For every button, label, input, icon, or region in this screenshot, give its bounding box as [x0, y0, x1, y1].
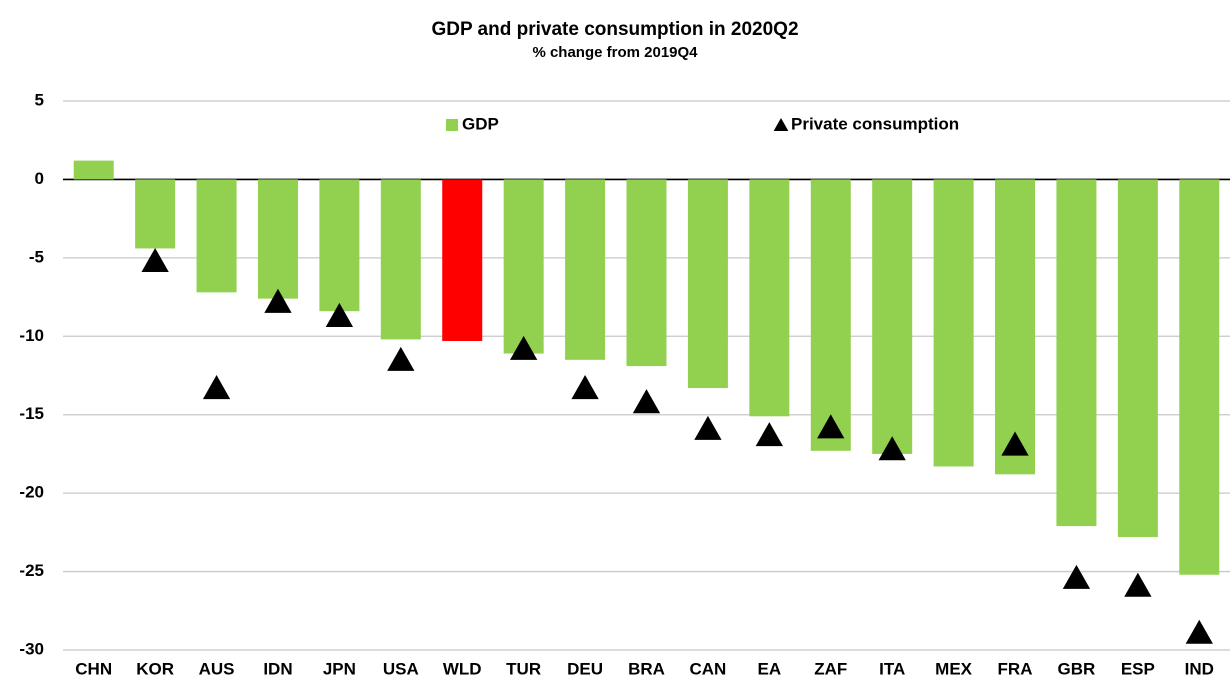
triangle-marker [202, 375, 231, 400]
bar [503, 179, 544, 354]
bar [319, 179, 360, 312]
x-tick-label: TUR [506, 659, 541, 678]
bar [995, 179, 1036, 475]
bar [73, 160, 114, 180]
bar [257, 179, 298, 299]
triangle-marker [571, 375, 599, 400]
triangle-marker [1185, 619, 1213, 644]
legend-swatch [773, 118, 789, 131]
triangle-marker [387, 346, 415, 371]
x-tick-label: CAN [689, 659, 726, 678]
bar [933, 179, 974, 467]
triangle-marker [264, 288, 292, 313]
x-tick-label: IND [1185, 659, 1214, 678]
x-tick-label: AUS [199, 659, 235, 678]
bar [1117, 179, 1158, 538]
bar [196, 179, 237, 293]
bar [442, 179, 483, 341]
y-tick-label: -5 [29, 247, 44, 266]
triangle-marker [878, 436, 906, 461]
x-tick-label: ITA [879, 659, 905, 678]
x-tick-label: MEX [935, 659, 973, 678]
y-tick-label: 0 [35, 169, 44, 188]
x-tick-label: JPN [323, 659, 356, 678]
x-tick-label: ESP [1121, 659, 1155, 678]
y-tick-label: -25 [19, 561, 44, 580]
chart-title: GDP and private consumption in 2020Q2 [431, 19, 798, 40]
x-tick-label: KOR [136, 659, 174, 678]
x-tick-label: FRA [998, 659, 1033, 678]
bar [380, 179, 421, 340]
x-tick-label: BRA [628, 659, 665, 678]
x-tick-label: IDN [263, 659, 292, 678]
x-tick-label: USA [383, 659, 419, 678]
bar [749, 179, 790, 417]
bar [810, 179, 851, 451]
x-tick-label: DEU [567, 659, 603, 678]
y-tick-label: -20 [19, 483, 44, 502]
triangle-marker [1001, 431, 1029, 456]
x-tick-label: CHN [75, 659, 112, 678]
y-tick-label: -10 [19, 326, 44, 345]
triangle-marker [694, 415, 722, 440]
bar [135, 179, 176, 249]
bar [565, 179, 606, 360]
x-tick-label: EA [758, 659, 782, 678]
triangle-marker [1124, 572, 1152, 597]
triangle-marker [1062, 564, 1091, 589]
legend-swatch [446, 119, 458, 131]
y-tick-label: -30 [19, 639, 44, 658]
triangle-marker [632, 389, 661, 414]
triangle-marker [510, 335, 538, 360]
bar [687, 179, 728, 389]
bar [1056, 179, 1097, 527]
bar [1179, 179, 1220, 575]
triangle-marker [141, 247, 169, 273]
x-tick-label: WLD [443, 659, 482, 678]
y-tick-label: -15 [19, 404, 44, 423]
bar [626, 179, 667, 367]
chart-subtitle: % change from 2019Q4 [532, 44, 698, 61]
legend-label: Private consumption [791, 114, 959, 133]
triangle-marker [325, 302, 354, 327]
y-tick-label: 5 [35, 90, 44, 109]
x-tick-label: GBR [1058, 659, 1096, 678]
triangle-marker [755, 422, 783, 447]
x-tick-label: ZAF [814, 659, 847, 678]
bar [872, 179, 913, 454]
legend-label: GDP [462, 114, 499, 133]
triangle-marker [817, 414, 845, 439]
